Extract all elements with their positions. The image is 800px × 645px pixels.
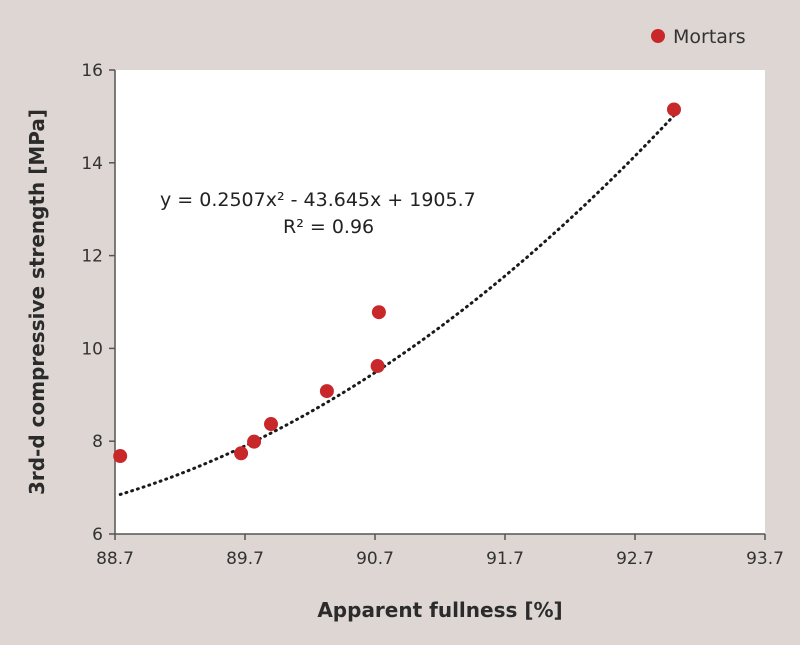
y-tick-label: 12 bbox=[81, 247, 103, 267]
equation-label: y = 0.2507x² - 43.645x + 1905.7 bbox=[160, 189, 476, 211]
y-tick-label: 14 bbox=[81, 154, 103, 174]
x-tick-label: 89.7 bbox=[226, 549, 264, 569]
legend-marker bbox=[651, 29, 665, 43]
x-tick-label: 90.7 bbox=[356, 549, 394, 569]
data-point bbox=[234, 446, 249, 461]
data-point bbox=[371, 305, 386, 320]
tick-labels: 6 8 10 12 14 16 88.7 89.7 90.7 91.7 92.7 93.7 bbox=[81, 61, 784, 569]
y-tick-label: 8 bbox=[92, 432, 103, 452]
x-tick-label: 88.7 bbox=[96, 549, 134, 569]
axes bbox=[109, 69, 766, 540]
data-point bbox=[319, 384, 334, 399]
r-squared-label: R² = 0.96 bbox=[283, 216, 374, 238]
y-axis-title: 3rd-d compressive strength [MPa] bbox=[25, 109, 49, 495]
data-point bbox=[247, 434, 262, 449]
x-tick-label: 92.7 bbox=[616, 549, 654, 569]
plot-area bbox=[115, 70, 765, 534]
y-tick-label: 10 bbox=[81, 339, 103, 359]
legend-label: Mortars bbox=[673, 26, 746, 48]
data-point bbox=[113, 449, 128, 464]
data-points bbox=[113, 102, 681, 464]
trendline-layer bbox=[118, 114, 676, 496]
x-tick-label: 91.7 bbox=[486, 549, 524, 569]
y-tick-label: 6 bbox=[92, 525, 103, 545]
legend: Mortars bbox=[651, 26, 746, 48]
data-point bbox=[370, 359, 385, 374]
trendline bbox=[118, 114, 676, 496]
x-axis-title: Apparent fullness [%] bbox=[317, 598, 562, 622]
data-point bbox=[667, 102, 681, 117]
x-tick-label: 93.7 bbox=[746, 549, 784, 569]
y-tick-label: 16 bbox=[81, 61, 103, 81]
data-point bbox=[264, 417, 278, 432]
